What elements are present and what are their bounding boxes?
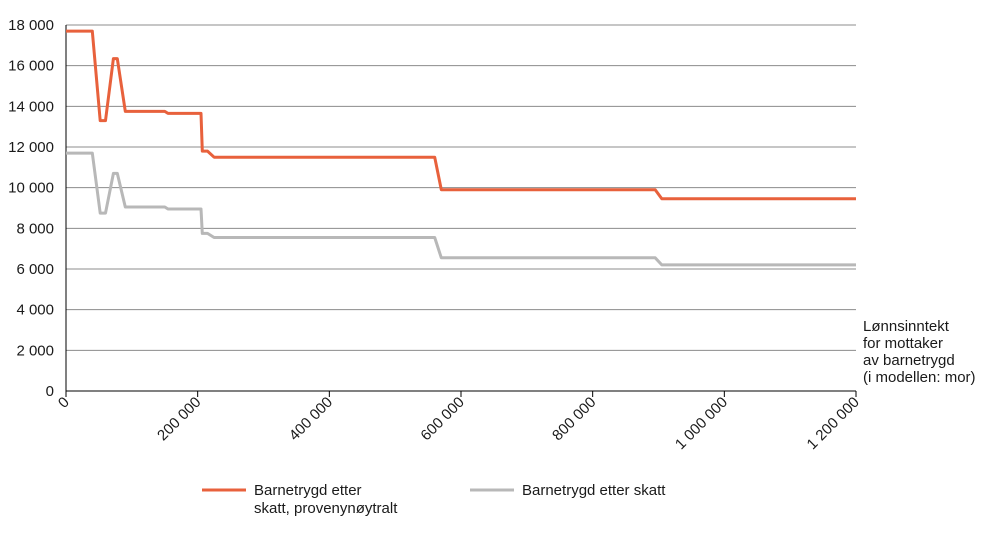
legend-label-line: Barnetrygd etter skatt: [522, 482, 666, 499]
y-tick-label: 8 000: [16, 220, 54, 237]
x-axis-label: Lønnsinntekt for mottaker av barnetrygd (i …: [863, 318, 976, 386]
y-tick-label: 10 000: [8, 180, 54, 197]
x-tick-label: 400 000: [286, 394, 336, 444]
x-tick-label: 200 000: [154, 394, 204, 444]
x-axis-tick-marks: [65, 391, 857, 397]
series-line-2: [66, 151, 856, 267]
y-tick-label: 18 000: [8, 17, 54, 34]
legend-label-1: Barnetrygd etter skatt, provenynøytralt: [254, 482, 398, 517]
x-tick-label: 600 000: [417, 394, 467, 444]
x-axis-tick-labels: 0 200 000 400 000 600 000 800 000 1 000 000 1 …: [55, 394, 863, 453]
y-tick-label: 6 000: [16, 261, 54, 278]
series-lines: [66, 29, 856, 267]
x-tick-label: 1 000 000: [672, 394, 731, 453]
legend-label-line: skatt, provenynøytralt: [254, 500, 398, 517]
y-tick-label: 2 000: [16, 342, 54, 359]
x-axis-label-line: Lønnsinntekt: [863, 318, 950, 335]
legend-label-2: Barnetrygd etter skatt: [522, 482, 666, 499]
x-tick-label: 1 200 000: [804, 394, 863, 453]
legend: Barnetrygd etter skatt, provenynøytraltBa…: [202, 482, 666, 517]
x-axis-label-line: av barnetrygd: [863, 352, 955, 369]
x-axis-label-line: (i modellen: mor): [863, 369, 976, 386]
y-tick-label: 4 000: [16, 302, 54, 319]
grid-lines: [65, 24, 856, 391]
y-tick-label: 14 000: [8, 98, 54, 115]
x-axis-label-line: for mottaker: [863, 335, 943, 352]
y-tick-label: 16 000: [8, 58, 54, 75]
series-line-1: [66, 29, 856, 201]
y-tick-label: 12 000: [8, 139, 54, 156]
legend-label-line: Barnetrygd etter: [254, 482, 362, 499]
y-axis-ticks: 0 2 000 4 000 6 000 8 000 10 000 12 000 14 000 1…: [8, 17, 54, 400]
x-tick-label: 800 000: [549, 394, 599, 444]
x-tick-label: 0: [55, 394, 73, 412]
y-tick-label: 0: [46, 383, 54, 400]
